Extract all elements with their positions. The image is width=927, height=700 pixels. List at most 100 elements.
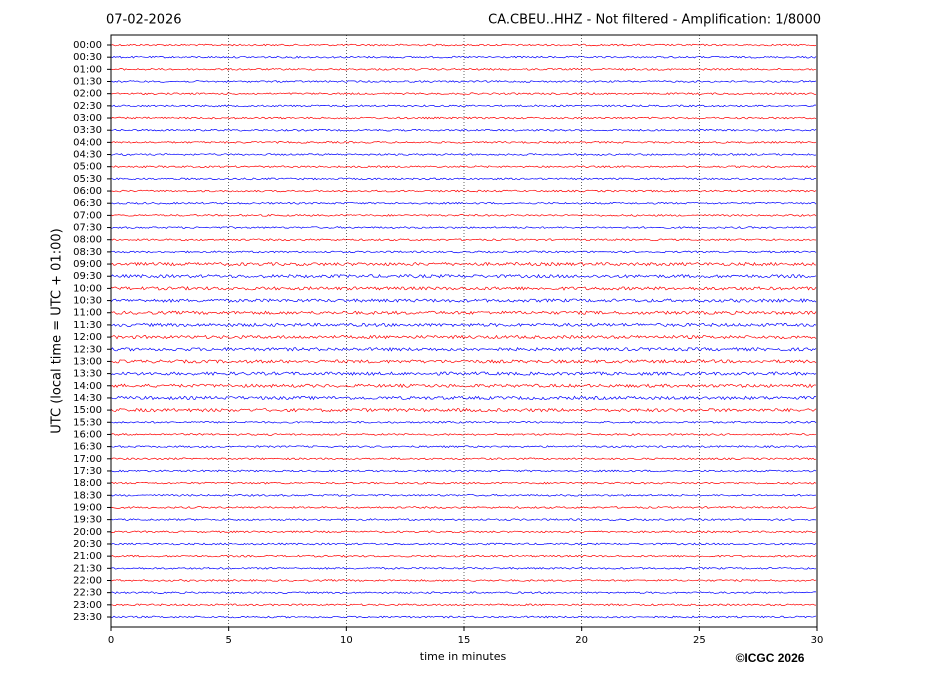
y-tick-label: 16:30 xyxy=(73,442,102,453)
trace xyxy=(110,481,817,485)
trace xyxy=(110,104,817,108)
y-tick-label: 21:00 xyxy=(73,551,102,562)
y-tick-label: 04:30 xyxy=(73,150,102,161)
x-tick-label: 5 xyxy=(225,635,231,646)
y-tick-label: 21:30 xyxy=(73,563,102,574)
y-tick-label: 09:00 xyxy=(73,259,102,270)
x-tick-label: 25 xyxy=(693,635,706,646)
y-tick-label: 23:00 xyxy=(73,600,102,611)
trace xyxy=(110,493,817,497)
trace xyxy=(110,153,817,156)
y-tick-label: 14:00 xyxy=(73,381,102,392)
y-tick-label: 15:00 xyxy=(73,405,102,416)
x-tick-label: 15 xyxy=(458,635,471,646)
y-tick-label: 17:30 xyxy=(73,466,102,477)
y-tick-label: 22:00 xyxy=(73,575,102,586)
y-tick-label: 08:30 xyxy=(73,247,102,258)
y-tick-label: 15:30 xyxy=(73,417,102,428)
trace xyxy=(110,615,817,619)
trace xyxy=(110,177,817,181)
y-tick-label: 00:30 xyxy=(73,52,102,63)
y-tick-label: 20:30 xyxy=(73,539,102,550)
trace xyxy=(110,43,817,47)
y-tick-label: 22:30 xyxy=(73,588,102,599)
trace xyxy=(110,189,817,193)
trace xyxy=(110,383,817,389)
y-tick-label: 16:00 xyxy=(73,429,102,440)
credit: ©ICGC 2026 xyxy=(736,651,805,665)
trace xyxy=(110,445,817,448)
y-tick-label: 18:00 xyxy=(73,478,102,489)
y-tick-label: 06:30 xyxy=(73,198,102,209)
plot-frame xyxy=(110,34,818,628)
y-tick-label: 05:00 xyxy=(73,162,102,173)
y-tick-label: 07:00 xyxy=(73,210,102,221)
y-tick-label: 10:00 xyxy=(73,283,102,294)
date-title: 07-02-2026 xyxy=(106,13,182,28)
trace xyxy=(110,554,817,558)
y-tick-label: 11:30 xyxy=(73,320,102,331)
trace xyxy=(110,67,817,71)
trace xyxy=(110,433,817,436)
y-tick-label: 13:30 xyxy=(73,369,102,380)
y-tick-label: 05:30 xyxy=(73,174,102,185)
trace xyxy=(110,346,817,352)
y-tick-label: 12:00 xyxy=(73,332,102,343)
y-tick-label: 12:30 xyxy=(73,344,102,355)
y-tick-label: 02:30 xyxy=(73,101,102,112)
trace xyxy=(110,322,817,328)
y-tick-label: 03:00 xyxy=(73,113,102,124)
x-tick-label: 10 xyxy=(340,635,353,646)
trace xyxy=(110,542,817,546)
y-tick-label: 01:30 xyxy=(73,77,102,88)
trace xyxy=(110,420,817,424)
y-tick-label: 06:00 xyxy=(73,186,102,197)
trace xyxy=(110,579,817,582)
y-tick-label: 17:00 xyxy=(73,454,102,465)
trace xyxy=(110,273,817,279)
trace xyxy=(110,407,817,413)
trace xyxy=(110,92,817,96)
trace xyxy=(110,469,817,473)
trace xyxy=(110,457,817,461)
x-tick-label: 0 xyxy=(108,635,114,646)
y-tick-label: 00:00 xyxy=(73,40,102,51)
trace xyxy=(110,359,817,364)
trace xyxy=(110,238,817,242)
trace xyxy=(110,566,817,570)
trace xyxy=(110,201,817,205)
trace xyxy=(110,116,817,120)
y-tick-label: 20:00 xyxy=(73,527,102,538)
trace xyxy=(110,334,817,340)
y-tick-label: 14:30 xyxy=(73,393,102,404)
y-tick-label: 07:30 xyxy=(73,223,102,234)
trace xyxy=(110,226,817,229)
trace xyxy=(110,530,817,534)
trace xyxy=(110,128,817,132)
trace xyxy=(110,371,817,376)
y-tick-label: 08:00 xyxy=(73,235,102,246)
y-tick-label: 02:00 xyxy=(73,89,102,100)
trace xyxy=(110,141,817,144)
y-tick-label: 11:00 xyxy=(73,308,102,319)
trace xyxy=(110,165,817,169)
y-axis-label: UTC (local time = UTC + 01:00) xyxy=(50,228,65,433)
trace xyxy=(110,55,817,59)
trace xyxy=(110,298,817,304)
y-tick-label: 04:00 xyxy=(73,137,102,148)
y-tick-label: 09:30 xyxy=(73,271,102,282)
trace xyxy=(110,261,817,267)
trace xyxy=(110,310,817,315)
x-tick-label: 20 xyxy=(575,635,588,646)
y-tick-label: 19:30 xyxy=(73,515,102,526)
trace xyxy=(110,591,817,594)
y-tick-label: 10:30 xyxy=(73,296,102,307)
trace xyxy=(110,79,817,83)
trace xyxy=(110,286,817,291)
trace xyxy=(110,518,817,522)
y-tick-label: 23:30 xyxy=(73,612,102,623)
x-axis-label: time in minutes xyxy=(420,650,507,663)
y-tick-label: 18:30 xyxy=(73,490,102,501)
trace xyxy=(110,250,817,254)
